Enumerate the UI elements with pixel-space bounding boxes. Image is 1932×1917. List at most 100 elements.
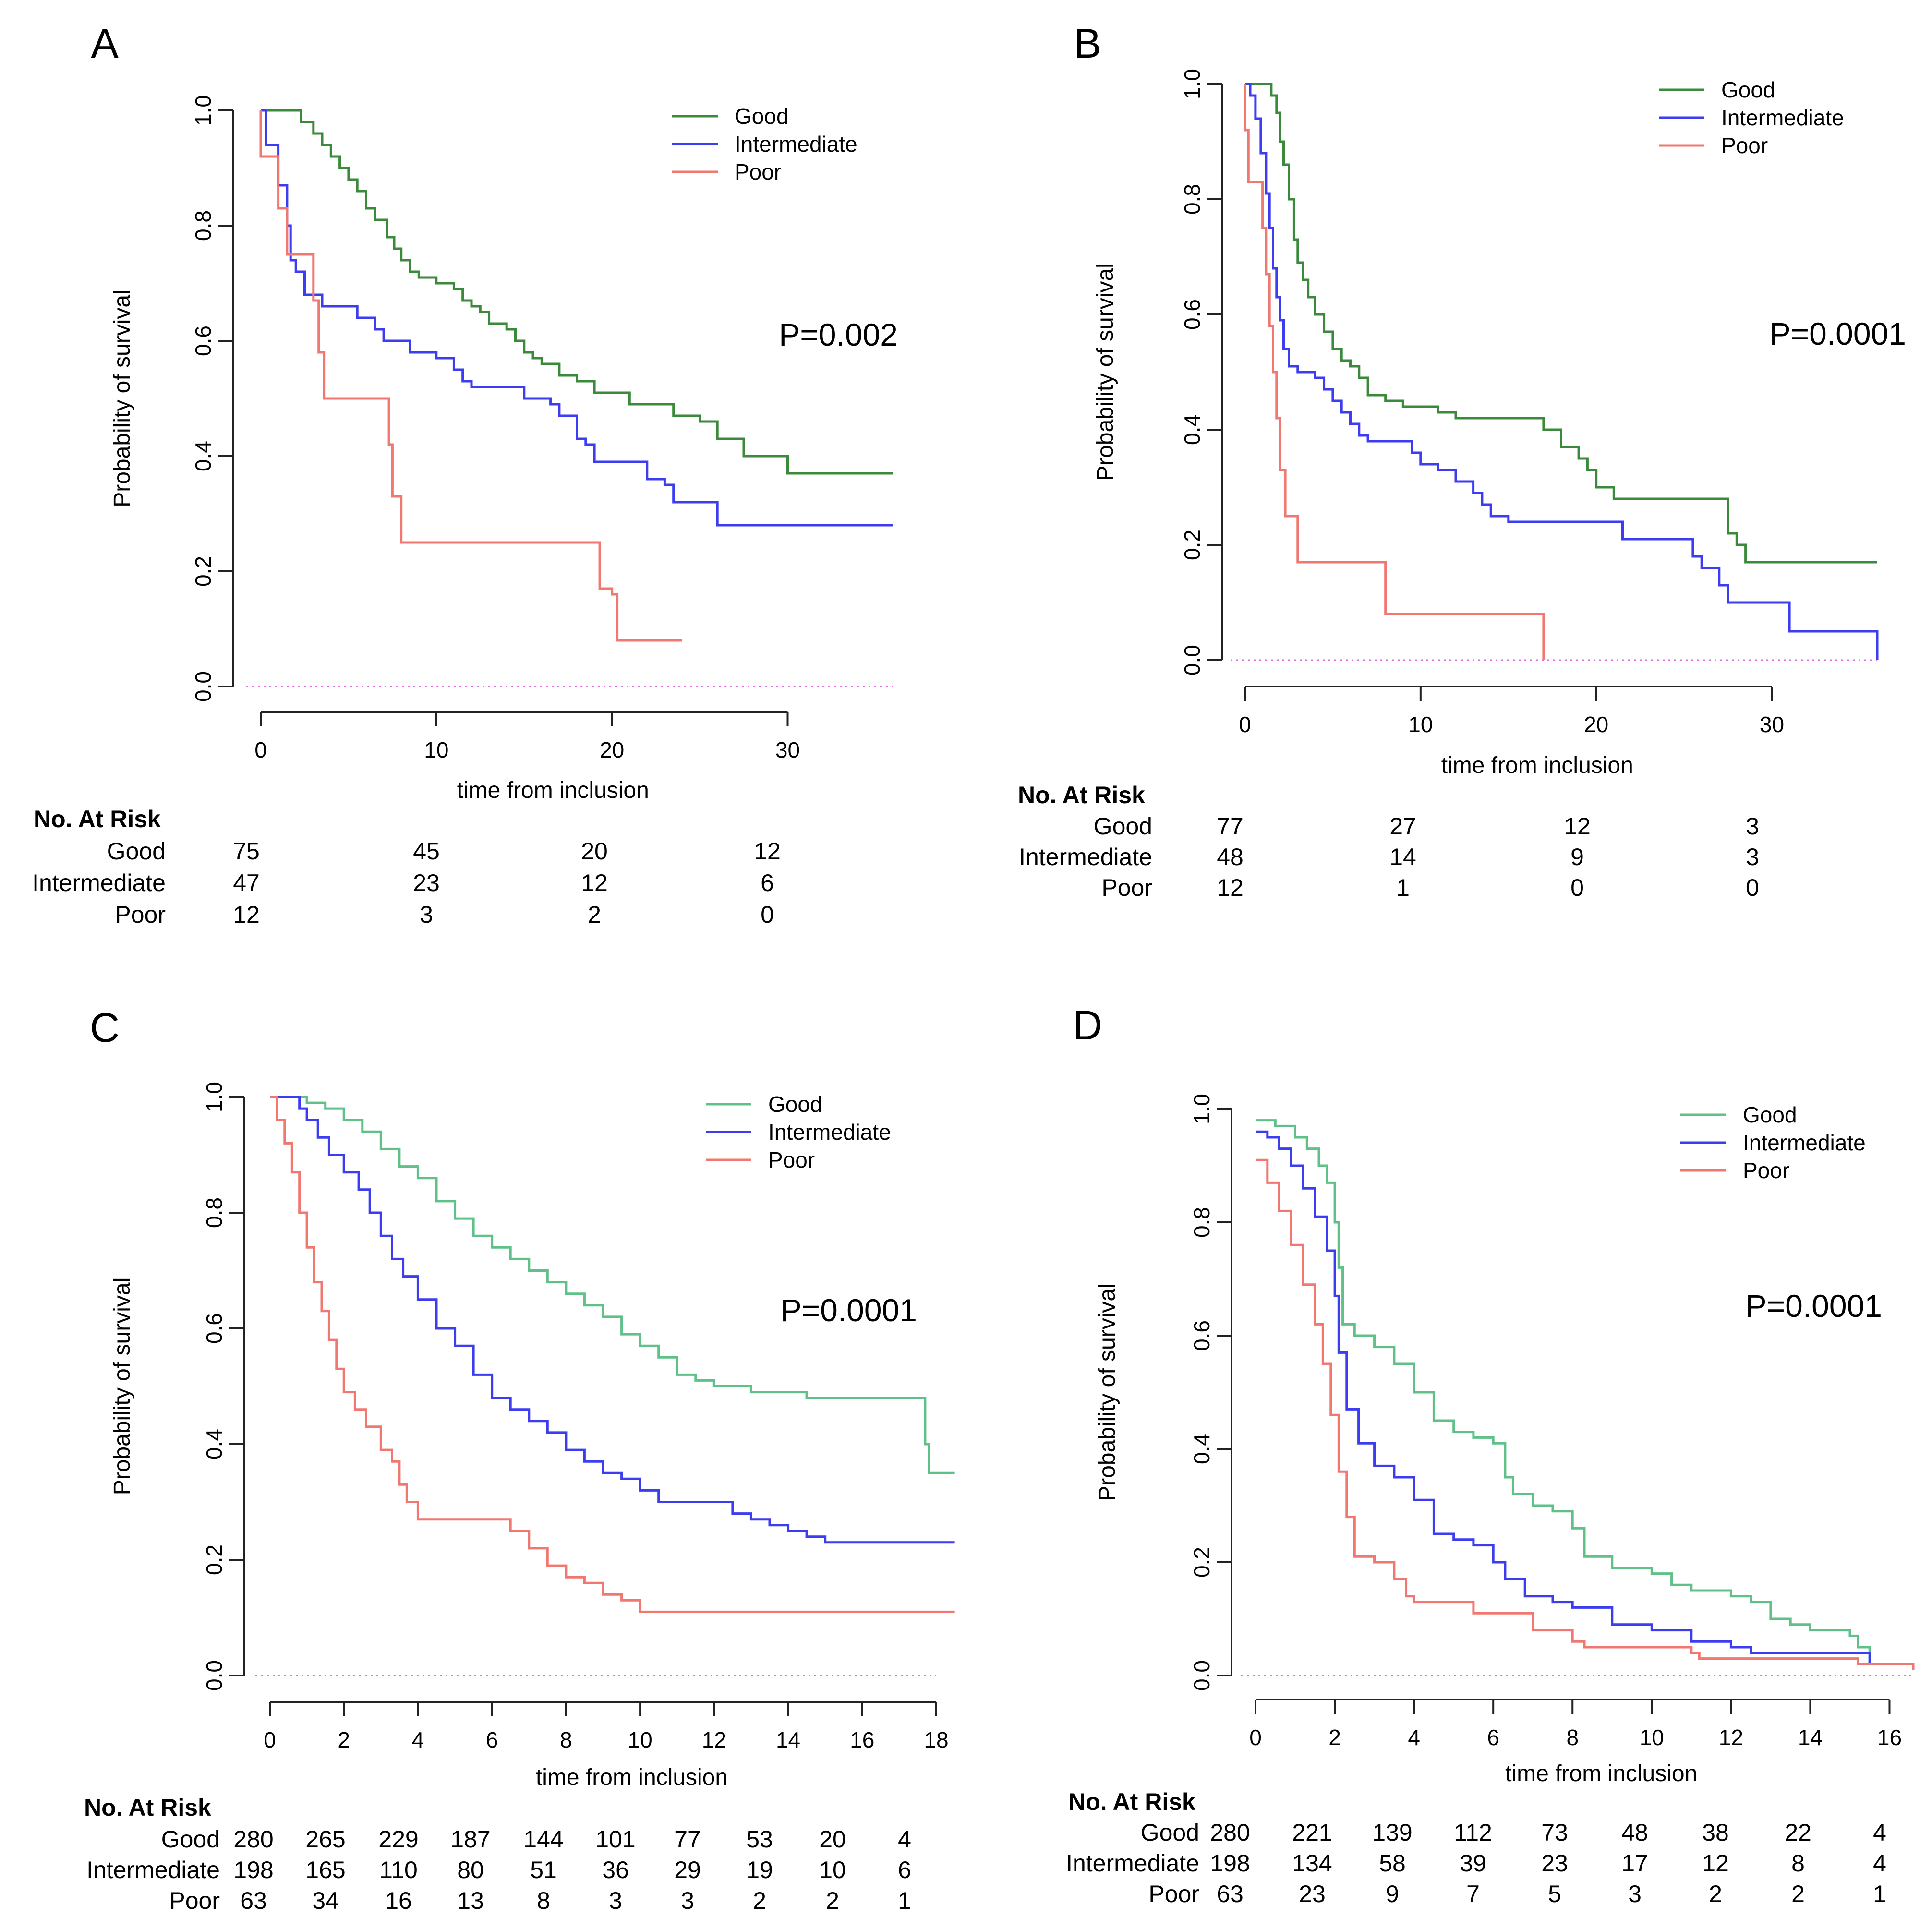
panel-c: C0.00.20.40.60.81.00 2 4 6 8 10 12 14 16 18Probab… xyxy=(84,1005,955,1914)
risk-count: 3 xyxy=(1746,844,1759,870)
x-tick-label: 8 xyxy=(1566,1725,1579,1750)
x-tick-label: 0 xyxy=(1239,712,1251,737)
risk-table-title: No. At Risk xyxy=(1018,782,1145,808)
risk-count: 3 xyxy=(420,901,433,928)
y-tick-label: 0.8 xyxy=(191,210,216,241)
x-tick-label: 20 xyxy=(1584,712,1608,737)
risk-count: 36 xyxy=(602,1857,629,1883)
risk-count: 13 xyxy=(457,1887,484,1914)
x-tick-label: 10 xyxy=(1408,712,1433,737)
risk-count: 4 xyxy=(1873,1819,1886,1846)
legend-label-intermediate: Intermediate xyxy=(735,132,857,157)
y-axis-title: Probability of survival xyxy=(1093,263,1118,481)
x-tick-label: 4 xyxy=(412,1727,424,1752)
risk-count: 4 xyxy=(898,1826,911,1853)
risk-count: 48 xyxy=(1217,844,1244,870)
y-axis-title: Probability of survival xyxy=(109,289,135,507)
risk-count: 3 xyxy=(1746,813,1759,840)
panel-letter: D xyxy=(1073,1002,1102,1049)
risk-count: 3 xyxy=(681,1887,694,1914)
risk-count: 0 xyxy=(761,901,774,928)
survival-curve-intermediate xyxy=(261,109,893,527)
risk-count: 1 xyxy=(1873,1881,1886,1907)
legend-label-intermediate: Intermediate xyxy=(1721,105,1844,130)
risk-count: 2 xyxy=(1791,1881,1805,1907)
risk-count: 221 xyxy=(1292,1819,1332,1846)
risk-count: 1 xyxy=(898,1887,911,1914)
x-axis-title: time from inclusion xyxy=(1441,753,1633,778)
x-tick-label: 0 xyxy=(264,1727,276,1752)
panel-d: D0.00.20.40.60.81.00 2 4 6 8 10 12 14 16Probabil… xyxy=(1066,1002,1915,1907)
risk-count: 14 xyxy=(1389,844,1416,870)
survival-curve-poor xyxy=(1244,84,1545,660)
p-value: P=0.002 xyxy=(779,317,898,352)
x-tick-label: 2 xyxy=(338,1727,350,1752)
legend-label-poor: Poor xyxy=(735,159,781,184)
survival-curve-intermediate xyxy=(1256,1130,1913,1665)
risk-count: 63 xyxy=(240,1887,267,1914)
risk-count: 12 xyxy=(1217,874,1244,901)
risk-count: 2 xyxy=(588,901,601,928)
p-value: P=0.0001 xyxy=(1746,1288,1882,1324)
x-tick-label: 30 xyxy=(775,737,800,762)
risk-row-label-intermediate: Intermediate xyxy=(86,1857,220,1883)
risk-count: 8 xyxy=(1791,1850,1805,1877)
x-tick-label: 0 xyxy=(1249,1725,1262,1750)
y-tick-label: 0.6 xyxy=(202,1313,227,1344)
risk-table-title: No. At Risk xyxy=(34,806,161,832)
risk-count: 9 xyxy=(1570,844,1584,870)
risk-row-label-poor: Poor xyxy=(115,901,166,928)
legend-label-good: Good xyxy=(735,104,789,129)
y-tick-label: 0.4 xyxy=(202,1429,227,1459)
risk-count: 20 xyxy=(581,838,608,865)
survival-curve-poor xyxy=(1256,1158,1915,1670)
y-tick-label: 0.0 xyxy=(1189,1660,1214,1691)
risk-count: 4 xyxy=(1873,1850,1886,1877)
risk-count: 280 xyxy=(1210,1819,1250,1846)
survival-curve-intermediate xyxy=(1245,83,1879,660)
y-tick-label: 0.8 xyxy=(202,1197,227,1228)
y-tick-label: 0.0 xyxy=(191,671,216,702)
risk-count: 5 xyxy=(1548,1881,1561,1907)
risk-count: 10 xyxy=(819,1857,846,1883)
y-tick-label: 0.2 xyxy=(202,1544,227,1575)
risk-row-label-good: Good xyxy=(1141,1819,1199,1846)
risk-count: 3 xyxy=(1628,1881,1642,1907)
risk-row-label-poor: Poor xyxy=(1148,1881,1199,1907)
survival-curve-good xyxy=(270,1096,955,1474)
x-tick-label: 10 xyxy=(424,737,448,762)
risk-row-label-intermediate: Intermediate xyxy=(32,869,166,896)
x-tick-label: 16 xyxy=(850,1727,874,1752)
risk-count: 165 xyxy=(305,1857,345,1883)
x-tick-label: 16 xyxy=(1877,1725,1902,1750)
risk-count: 80 xyxy=(457,1857,484,1883)
y-tick-label: 0.4 xyxy=(1189,1434,1214,1464)
legend-label-good: Good xyxy=(1721,77,1775,102)
risk-row-label-poor: Poor xyxy=(1101,874,1152,901)
risk-row-label-intermediate: Intermediate xyxy=(1066,1850,1199,1877)
survival-curve-poor xyxy=(270,1096,955,1613)
panel-letter: C xyxy=(90,1005,120,1051)
survival-curve-good xyxy=(1256,1119,1913,1665)
x-axis-title: time from inclusion xyxy=(536,1765,728,1790)
risk-count: 34 xyxy=(312,1887,339,1914)
risk-count: 19 xyxy=(746,1857,773,1883)
risk-count: 22 xyxy=(1785,1819,1811,1846)
y-tick-label: 1.0 xyxy=(1189,1094,1214,1124)
risk-count: 27 xyxy=(1389,813,1416,840)
x-tick-label: 10 xyxy=(628,1727,652,1752)
risk-count: 12 xyxy=(581,869,608,896)
risk-count: 20 xyxy=(819,1826,846,1853)
survival-curve-good xyxy=(261,109,893,475)
risk-table-title: No. At Risk xyxy=(1068,1788,1195,1815)
y-tick-label: 0.4 xyxy=(191,441,216,471)
risk-count: 12 xyxy=(754,838,781,865)
y-tick-label: 0.6 xyxy=(1189,1320,1214,1351)
y-tick-label: 0.8 xyxy=(1180,184,1205,215)
x-tick-label: 12 xyxy=(1719,1725,1743,1750)
x-tick-label: 6 xyxy=(486,1727,498,1752)
risk-row-label-intermediate: Intermediate xyxy=(1019,844,1152,870)
risk-count: 77 xyxy=(1217,813,1244,840)
